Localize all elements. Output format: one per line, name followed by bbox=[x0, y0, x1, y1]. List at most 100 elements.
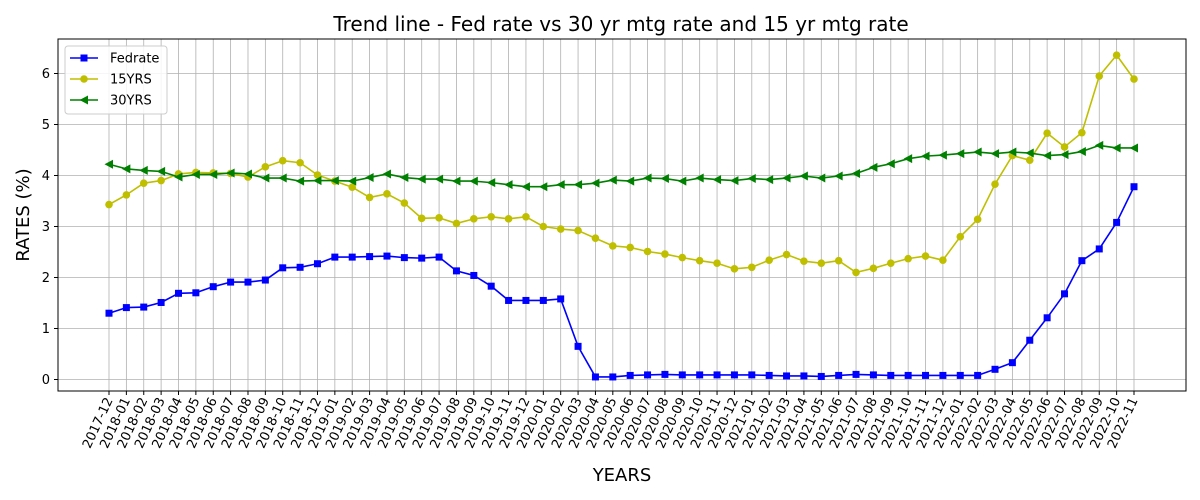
data-point-fedrate bbox=[557, 295, 565, 303]
y-tick-label: 2 bbox=[42, 271, 50, 286]
data-point-fedrate bbox=[922, 371, 930, 379]
data-point-30yrs bbox=[1025, 148, 1034, 158]
data-point-30yrs bbox=[399, 173, 409, 183]
data-point-fedrate bbox=[730, 371, 738, 379]
data-point-fedrate bbox=[470, 271, 478, 279]
data-point-15yrs bbox=[713, 259, 721, 268]
data-point-30yrs bbox=[625, 176, 635, 186]
data-point-fedrate bbox=[974, 371, 982, 379]
series-fedrate bbox=[105, 183, 1138, 381]
data-point-15yrs bbox=[261, 163, 270, 171]
data-point-15yrs bbox=[400, 199, 409, 207]
data-point-30yrs bbox=[278, 173, 287, 183]
data-point-15yrs bbox=[921, 252, 930, 260]
data-point-30yrs bbox=[747, 174, 756, 184]
data-point-fedrate bbox=[192, 289, 200, 297]
axis-ticks: 2017-122018-012018-022018-032018-042018-… bbox=[42, 67, 1142, 451]
y-tick-label: 4 bbox=[42, 169, 50, 184]
data-point-fedrate bbox=[1008, 359, 1016, 367]
data-point-fedrate bbox=[105, 309, 113, 317]
series-30yrs bbox=[104, 140, 1138, 192]
data-point-fedrate bbox=[140, 303, 148, 311]
data-point-30yrs bbox=[121, 164, 131, 174]
data-point-30yrs bbox=[347, 176, 357, 186]
data-point-15yrs bbox=[139, 179, 148, 187]
data-point-fedrate bbox=[227, 278, 235, 286]
data-point-15yrs bbox=[886, 259, 895, 268]
legend-marker bbox=[79, 95, 88, 105]
data-point-30yrs bbox=[799, 171, 808, 181]
data-point-30yrs bbox=[643, 173, 652, 183]
data-point-fedrate bbox=[1043, 314, 1051, 322]
data-point-30yrs bbox=[451, 176, 461, 186]
data-point-fedrate bbox=[400, 254, 408, 262]
y-tick-label: 3 bbox=[42, 220, 50, 235]
data-point-fedrate bbox=[348, 253, 356, 261]
data-point-30yrs bbox=[573, 180, 583, 190]
data-point-fedrate bbox=[696, 371, 704, 379]
legend-marker bbox=[80, 75, 88, 83]
data-point-15yrs bbox=[609, 242, 617, 250]
data-point-15yrs bbox=[122, 191, 131, 199]
data-point-30yrs bbox=[1112, 143, 1121, 153]
data-point-fedrate bbox=[1078, 257, 1086, 265]
data-point-30yrs bbox=[538, 182, 548, 192]
data-point-fedrate bbox=[887, 371, 895, 379]
data-point-15yrs bbox=[626, 243, 634, 252]
data-point-15yrs bbox=[661, 250, 669, 258]
grid bbox=[58, 39, 1186, 391]
data-point-15yrs bbox=[1078, 128, 1086, 137]
data-point-15yrs bbox=[730, 265, 739, 273]
data-point-30yrs bbox=[608, 175, 617, 185]
data-point-fedrate bbox=[939, 371, 947, 379]
data-point-fedrate bbox=[783, 372, 791, 380]
data-point-15yrs bbox=[348, 183, 357, 192]
data-point-30yrs bbox=[851, 168, 861, 178]
data-point-15yrs bbox=[1130, 75, 1138, 83]
data-point-30yrs bbox=[1042, 151, 1052, 161]
data-point-fedrate bbox=[991, 365, 999, 373]
data-point-15yrs bbox=[800, 257, 808, 265]
data-point-30yrs bbox=[556, 180, 565, 190]
data-point-30yrs bbox=[208, 169, 218, 179]
data-point-30yrs bbox=[955, 149, 965, 159]
data-point-30yrs bbox=[521, 182, 530, 192]
data-point-15yrs bbox=[852, 268, 860, 277]
data-point-30yrs bbox=[921, 151, 930, 161]
data-point-fedrate bbox=[626, 371, 634, 379]
data-point-fedrate bbox=[539, 296, 547, 304]
data-point-30yrs bbox=[417, 174, 426, 184]
data-point-15yrs bbox=[695, 256, 704, 265]
legend-label: Fedrate bbox=[110, 52, 159, 67]
data-point-15yrs bbox=[869, 264, 878, 273]
data-point-30yrs bbox=[660, 174, 669, 184]
data-point-30yrs bbox=[191, 169, 200, 179]
data-point-30yrs bbox=[973, 147, 982, 157]
data-point-15yrs bbox=[313, 171, 322, 179]
data-point-30yrs bbox=[886, 159, 895, 169]
data-point-fedrate bbox=[487, 282, 495, 290]
data-point-fedrate bbox=[800, 372, 808, 380]
data-point-30yrs bbox=[486, 178, 496, 188]
data-point-fedrate bbox=[452, 267, 460, 275]
data-point-30yrs bbox=[764, 175, 774, 185]
data-point-15yrs bbox=[296, 158, 304, 167]
data-point-fedrate bbox=[817, 372, 825, 380]
data-point-fedrate bbox=[366, 253, 374, 261]
data-point-30yrs bbox=[226, 168, 235, 178]
legend-box bbox=[64, 45, 168, 115]
data-point-15yrs bbox=[1060, 143, 1069, 151]
data-point-30yrs bbox=[104, 159, 113, 169]
y-tick-label: 5 bbox=[42, 118, 50, 133]
series-15yrs bbox=[105, 51, 1138, 277]
data-point-30yrs bbox=[330, 176, 339, 186]
data-point-30yrs bbox=[729, 176, 739, 186]
data-point-15yrs bbox=[1025, 156, 1034, 164]
data-point-15yrs bbox=[383, 190, 391, 198]
data-point-15yrs bbox=[105, 200, 113, 209]
data-point-fedrate bbox=[157, 298, 165, 306]
data-point-fedrate bbox=[869, 371, 877, 379]
data-point-fedrate bbox=[505, 296, 513, 304]
data-point-15yrs bbox=[435, 214, 443, 222]
